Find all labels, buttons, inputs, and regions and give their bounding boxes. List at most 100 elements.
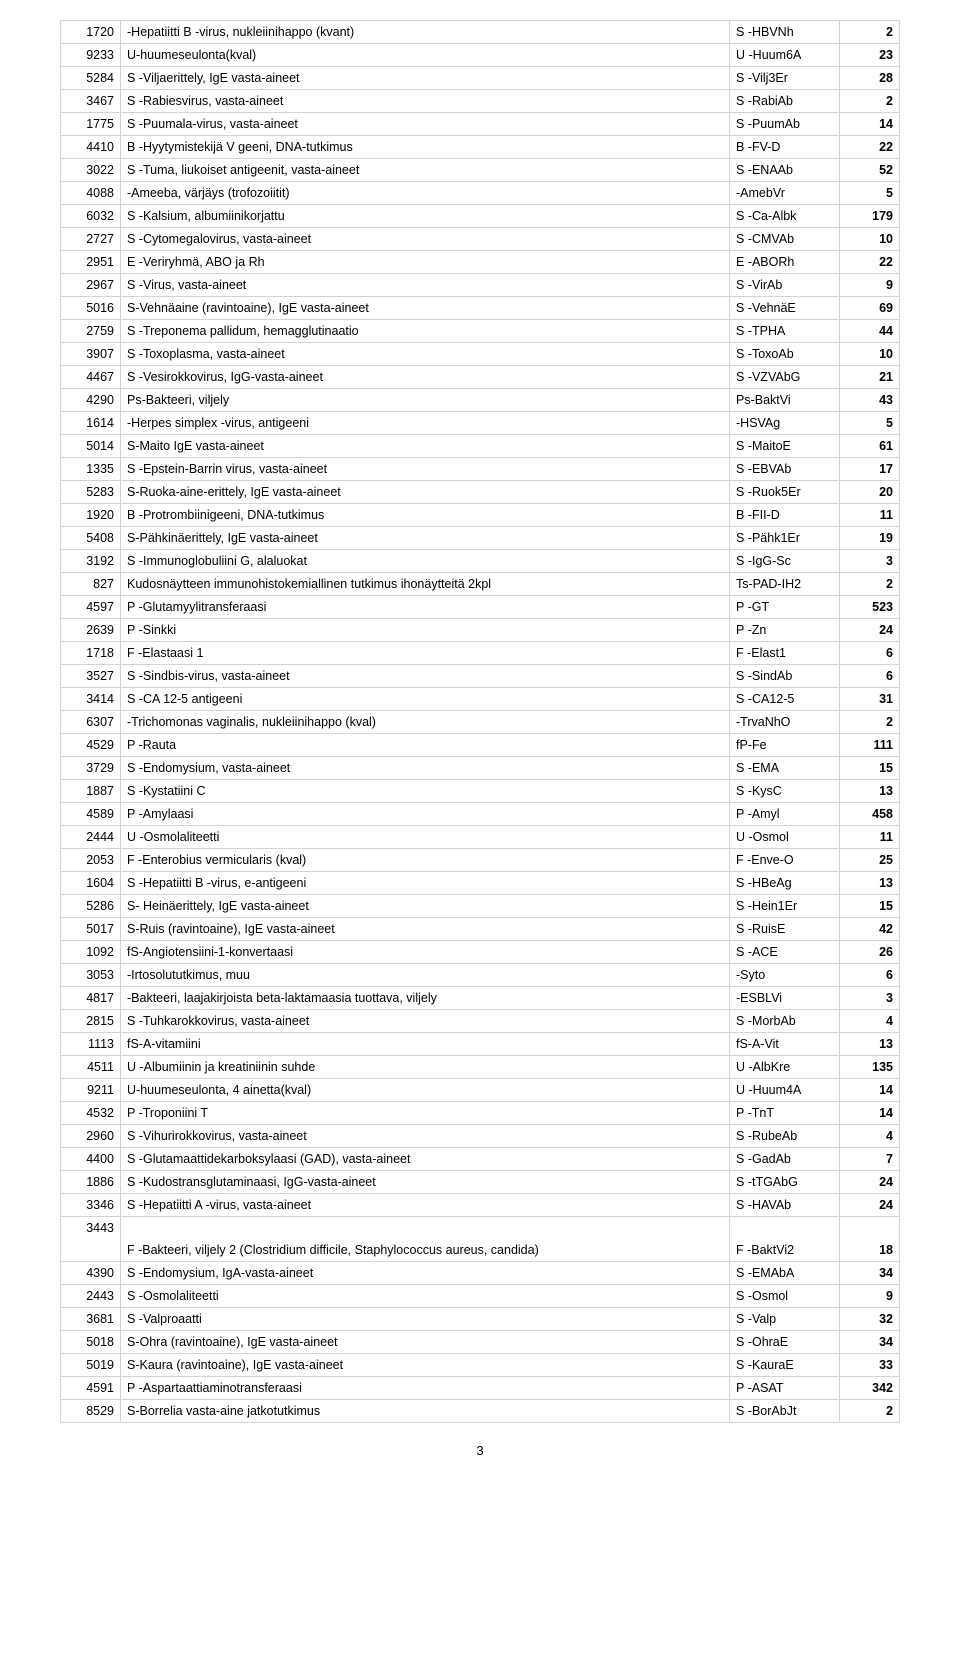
- row-abbr: S -Valp: [730, 1308, 840, 1331]
- row-code: 3729: [61, 757, 121, 780]
- table-row: 4589P -AmylaasiP -Amyl458: [61, 803, 900, 826]
- row-name: Ps-Bakteeri, viljely: [121, 389, 730, 412]
- table-row: 1718F -Elastaasi 1F -Elast16: [61, 642, 900, 665]
- row-name: S -Kalsium, albumiinikorjattu: [121, 205, 730, 228]
- row-code: 2444: [61, 826, 121, 849]
- table-row: 827Kudosnäytteen immunohistokemiallinen …: [61, 573, 900, 596]
- table-row: 5014S-Maito IgE vasta-aineetS -MaitoE61: [61, 435, 900, 458]
- row-name: S -Treponema pallidum, hemagglutinaatio: [121, 320, 730, 343]
- row-name: -Herpes simplex -virus, antigeeni: [121, 412, 730, 435]
- row-abbr: S -Ruok5Er: [730, 481, 840, 504]
- row-count: 3: [840, 987, 900, 1010]
- row-count: 28: [840, 67, 900, 90]
- row-code: 3414: [61, 688, 121, 711]
- row-name: S-Pähkinäerittely, IgE vasta-aineet: [121, 527, 730, 550]
- table-row: 1886S -Kudostransglutaminaasi, IgG-vasta…: [61, 1171, 900, 1194]
- row-count: 18: [840, 1239, 900, 1262]
- row-count: 523: [840, 596, 900, 619]
- row-abbr: S -VehnäE: [730, 297, 840, 320]
- row-code: 9233: [61, 44, 121, 67]
- table-row: 4290Ps-Bakteeri, viljelyPs-BaktVi43: [61, 389, 900, 412]
- row-count: 22: [840, 251, 900, 274]
- row-name: S -Viljaerittely, IgE vasta-aineet: [121, 67, 730, 90]
- row-count: 21: [840, 366, 900, 389]
- table-row: 4529P -RautafP-Fe111: [61, 734, 900, 757]
- row-count: 26: [840, 941, 900, 964]
- row-count: 4: [840, 1010, 900, 1033]
- table-row: 1775S -Puumala-virus, vasta-aineetS -Puu…: [61, 113, 900, 136]
- row-name: S -Vihurirokkovirus, vasta-aineet: [121, 1125, 730, 1148]
- row-code: 6032: [61, 205, 121, 228]
- row-code: 2053: [61, 849, 121, 872]
- table-row: 4400S -Glutamaattidekarboksylaasi (GAD),…: [61, 1148, 900, 1171]
- row-code: 5018: [61, 1331, 121, 1354]
- row-count: 4: [840, 1125, 900, 1148]
- row-count: 19: [840, 527, 900, 550]
- row-count: 135: [840, 1056, 900, 1079]
- row-count: 6: [840, 642, 900, 665]
- row-abbr: E -ABORh: [730, 251, 840, 274]
- row-code: 3053: [61, 964, 121, 987]
- row-abbr: U -Osmol: [730, 826, 840, 849]
- row-abbr: S -ENAAb: [730, 159, 840, 182]
- row-abbr: S -EMAbA: [730, 1262, 840, 1285]
- row-abbr: S -VirAb: [730, 274, 840, 297]
- row-abbr: S -Ca-Albk: [730, 205, 840, 228]
- row-count: 14: [840, 113, 900, 136]
- row-code: 2815: [61, 1010, 121, 1033]
- row-abbr: S -tTGAbG: [730, 1171, 840, 1194]
- table-row: 5286S- Heinäerittely, IgE vasta-aineetS …: [61, 895, 900, 918]
- row-abbr: S -ACE: [730, 941, 840, 964]
- row-abbr: S -OhraE: [730, 1331, 840, 1354]
- row-code: 5408: [61, 527, 121, 550]
- row-code: 4817: [61, 987, 121, 1010]
- table-row: 2759S -Treponema pallidum, hemagglutinaa…: [61, 320, 900, 343]
- row-count: 15: [840, 895, 900, 918]
- row-abbr: U -Huum4A: [730, 1079, 840, 1102]
- row-name-empty: [121, 1217, 730, 1240]
- table-row: 2967S -Virus, vasta-aineetS -VirAb9: [61, 274, 900, 297]
- row-count: 17: [840, 458, 900, 481]
- table-row: 3414S -CA 12-5 antigeeniS -CA12-531: [61, 688, 900, 711]
- row-name: B -Protrombiinigeeni, DNA-tutkimus: [121, 504, 730, 527]
- row-code: 4529: [61, 734, 121, 757]
- table-row: 4591P -AspartaattiaminotransferaasiP -AS…: [61, 1377, 900, 1400]
- row-count: 44: [840, 320, 900, 343]
- row-abbr: -AmebVr: [730, 182, 840, 205]
- row-code: 1113: [61, 1033, 121, 1056]
- row-abbr: S -CA12-5: [730, 688, 840, 711]
- row-count: 24: [840, 1194, 900, 1217]
- row-code: 4400: [61, 1148, 121, 1171]
- table-row: 2960S -Vihurirokkovirus, vasta-aineetS -…: [61, 1125, 900, 1148]
- table-row: 1113fS-A-vitamiinifS-A-Vit13: [61, 1033, 900, 1056]
- row-code: 4467: [61, 366, 121, 389]
- row-code: 5014: [61, 435, 121, 458]
- row-code: 3192: [61, 550, 121, 573]
- row-code: 9211: [61, 1079, 121, 1102]
- row-name: S -Epstein-Barrin virus, vasta-aineet: [121, 458, 730, 481]
- row-name: S-Ruoka-aine-erittely, IgE vasta-aineet: [121, 481, 730, 504]
- table-row: 6307-Trichomonas vaginalis, nukleiinihap…: [61, 711, 900, 734]
- table-row: 9211U-huumeseulonta, 4 ainetta(kval)U -H…: [61, 1079, 900, 1102]
- table-row: 4410B -Hyytymistekijä V geeni, DNA-tutki…: [61, 136, 900, 159]
- row-code: 4290: [61, 389, 121, 412]
- row-abbr: B -FV-D: [730, 136, 840, 159]
- row-abbr: S -Hein1Er: [730, 895, 840, 918]
- table-row: 4511U -Albumiinin ja kreatiniinin suhdeU…: [61, 1056, 900, 1079]
- row-abbr: S -EMA: [730, 757, 840, 780]
- row-code: 4088: [61, 182, 121, 205]
- row-count: 2: [840, 711, 900, 734]
- row-abbr: S -IgG-Sc: [730, 550, 840, 573]
- row-name: S-Vehnäaine (ravintoaine), IgE vasta-ain…: [121, 297, 730, 320]
- row-name: F -Enterobius vermicularis (kval): [121, 849, 730, 872]
- row-name: S -Kudostransglutaminaasi, IgG-vasta-ain…: [121, 1171, 730, 1194]
- row-count: 42: [840, 918, 900, 941]
- row-name: P -Troponiini T: [121, 1102, 730, 1125]
- row-code: 5017: [61, 918, 121, 941]
- table-row: 8529S-Borrelia vasta-aine jatkotutkimusS…: [61, 1400, 900, 1423]
- row-abbr: S -BorAbJt: [730, 1400, 840, 1423]
- row-code: 3907: [61, 343, 121, 366]
- row-count: 24: [840, 1171, 900, 1194]
- row-abbr: -ESBLVi: [730, 987, 840, 1010]
- row-code: 1886: [61, 1171, 121, 1194]
